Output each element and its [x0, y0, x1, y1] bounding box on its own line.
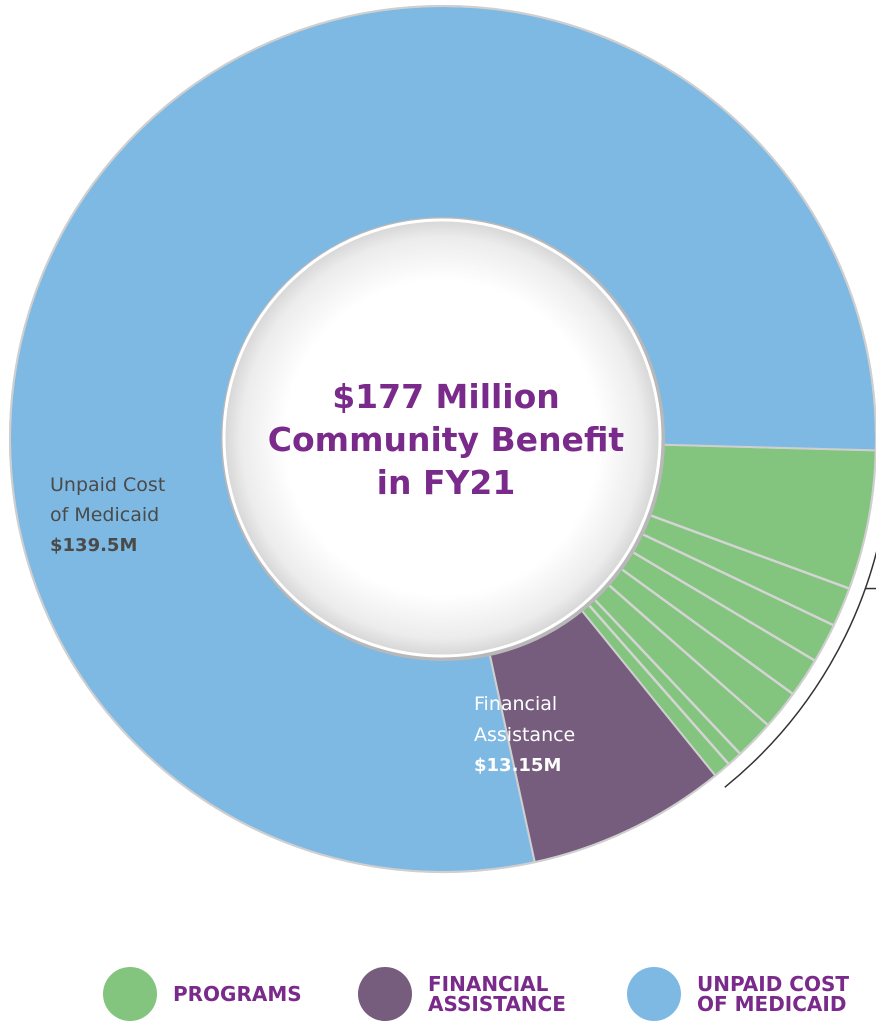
legend-item-unpaid-cost: UNPAID COST OF MEDICAID: [627, 967, 849, 1021]
programs-subslice-divider: [642, 533, 835, 627]
slice-label-financial-value: $13.15M: [474, 755, 561, 776]
legend-swatch-unpaid-cost: [627, 967, 681, 1021]
programs-subslice-divider: [650, 514, 850, 590]
legend-label-programs: PROGRAMS: [173, 982, 302, 1006]
legend-item-programs: PROGRAMS: [103, 967, 302, 1021]
center-disc: [222, 218, 662, 658]
chart-title: $177 Million Community Benefit in FY21: [268, 377, 625, 502]
legend-swatch-financial-assistance: [358, 967, 412, 1021]
programs-subslice-divider: [633, 551, 816, 662]
programs-subslice-divider: [588, 604, 730, 766]
slice-label-unpaid-value: $139.5M: [50, 535, 137, 556]
slice-label-unpaid-line1: Unpaid Cost: [50, 474, 165, 496]
chart-slices: [9, 5, 876, 873]
legend-swatch-programs: [103, 967, 157, 1021]
programs-subslice-divider: [608, 584, 769, 727]
programs-subslice-divider: [594, 599, 742, 755]
legend-item-financial-assistance: FINANCIAL ASSISTANCE: [358, 967, 566, 1021]
slice-label-financial-line2: Assistance: [474, 724, 575, 746]
donut-outline: [9, 5, 876, 873]
legend-label-financial-assistance: FINANCIAL ASSISTANCE: [428, 972, 566, 1016]
legend-label-unpaid-cost: UNPAID COST OF MEDICAID: [697, 972, 850, 1016]
slice-label-unpaid-line2: of Medicaid: [50, 504, 159, 526]
slice-label-financial-line1: Financial: [474, 693, 557, 715]
programs-subslice-divider: [621, 568, 794, 695]
